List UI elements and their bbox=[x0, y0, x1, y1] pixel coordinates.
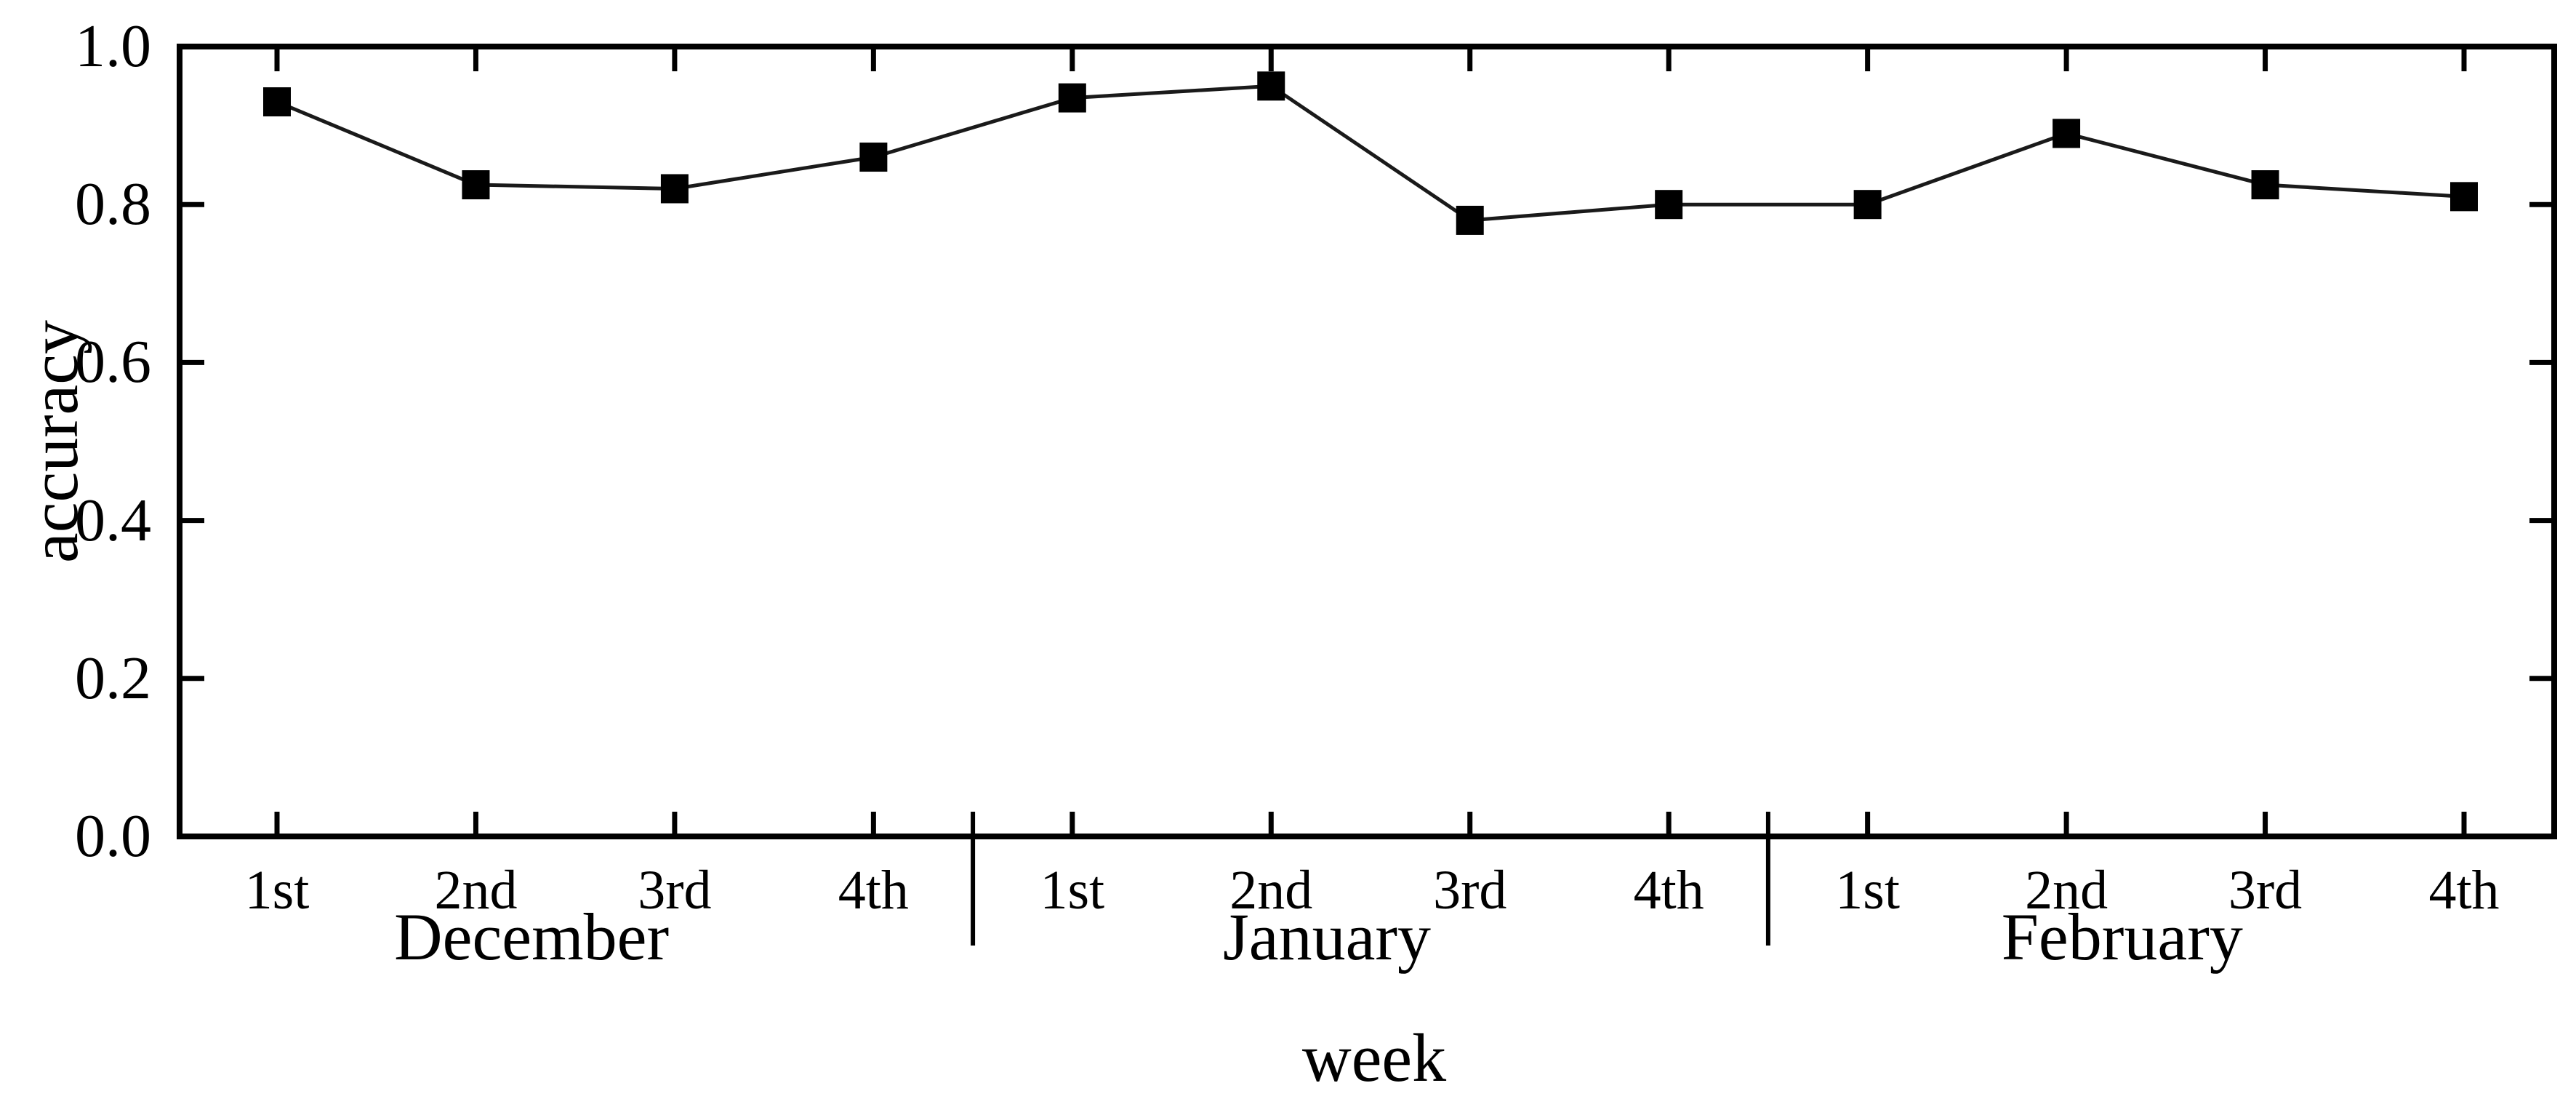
data-point-marker bbox=[263, 87, 291, 117]
week-tick-label: 4th bbox=[1633, 860, 1704, 921]
week-tick-label: 4th bbox=[2428, 860, 2500, 921]
y-axis-title: accuracy bbox=[17, 320, 92, 563]
data-line-accuracy bbox=[276, 84, 2465, 223]
y-tick-label: 0.4 bbox=[75, 486, 151, 554]
y-tick-label: 0.0 bbox=[75, 802, 151, 870]
week-tick-label: 3rd bbox=[638, 860, 712, 921]
week-tick-label: 1st bbox=[1835, 860, 1900, 921]
week-tick-label: 1st bbox=[244, 860, 310, 921]
data-point-marker bbox=[2450, 182, 2478, 212]
week-tick-label: 3rd bbox=[2228, 860, 2303, 921]
y-tick-label: 0.6 bbox=[75, 328, 151, 396]
data-point-marker bbox=[2251, 170, 2279, 200]
data-point-marker bbox=[859, 143, 888, 172]
month-label: December bbox=[394, 900, 670, 974]
month-label: February bbox=[2001, 900, 2243, 974]
week-tick-label: 2nd bbox=[2025, 860, 2108, 921]
data-point-marker bbox=[660, 174, 689, 204]
data-point-marker bbox=[1853, 190, 1882, 220]
data-point-marker bbox=[1655, 190, 1683, 220]
week-tick-label: 4th bbox=[838, 860, 909, 921]
y-tick-label: 1.0 bbox=[75, 12, 151, 80]
y-tick-label: 0.2 bbox=[75, 644, 151, 712]
x-axis-title: week bbox=[1301, 1020, 1447, 1096]
week-tick-label: 1st bbox=[1040, 860, 1105, 921]
data-point-marker bbox=[1257, 71, 1285, 101]
data-point-marker bbox=[1058, 83, 1086, 113]
month-label: January bbox=[1222, 900, 1432, 974]
week-tick-label: 3rd bbox=[1433, 860, 1507, 921]
data-point-marker bbox=[2053, 119, 2081, 148]
y-tick-label: 0.8 bbox=[75, 170, 151, 239]
week-tick-label: 2nd bbox=[1229, 860, 1313, 921]
data-point-marker bbox=[1456, 205, 1484, 235]
week-tick-label: 2nd bbox=[434, 860, 518, 921]
plot-border bbox=[177, 44, 2557, 839]
data-point-marker bbox=[462, 170, 490, 200]
